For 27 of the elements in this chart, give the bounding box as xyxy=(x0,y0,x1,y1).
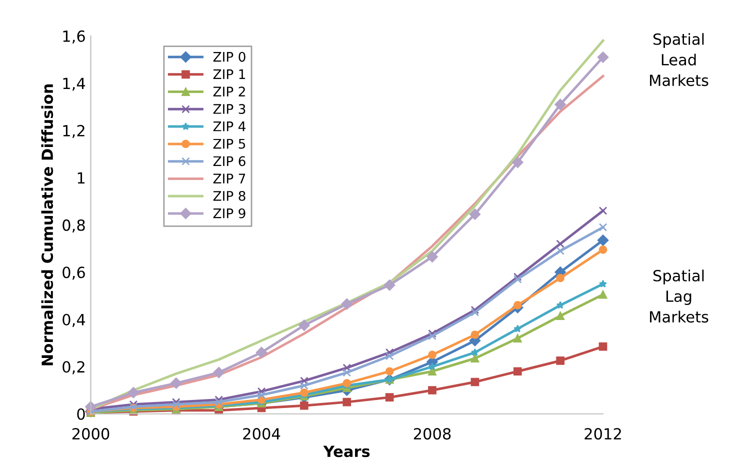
x-tick-label: 2008 xyxy=(414,428,451,440)
y-tick-label: 1,4 xyxy=(63,78,86,91)
x-axis-title: Years xyxy=(323,446,370,458)
y-tick-label: 0,6 xyxy=(62,266,85,280)
y-tick-label: 1 xyxy=(78,172,84,184)
x-tick-label: 2000 xyxy=(72,428,110,440)
y-tick-label: 1,6 xyxy=(63,30,85,44)
x-tick-label: 2004 xyxy=(243,428,280,440)
y-tick-label: 1,2 xyxy=(63,124,84,138)
legend-label: ZIP 2 xyxy=(213,86,245,96)
y-tick-label: 0,4 xyxy=(62,314,86,327)
text: Spatial Lag Markets xyxy=(650,270,708,323)
legend-label: ZIP 6 xyxy=(213,156,246,166)
legend-label: ZIP 1 xyxy=(213,69,246,80)
legend-label: ZIP 5 xyxy=(213,138,246,149)
legend-label: ZIP 4 xyxy=(213,122,246,132)
legend-label: ZIP 8 xyxy=(213,190,246,201)
y-tick-label: 0,2 xyxy=(62,361,84,374)
y-tick-label: 0 xyxy=(77,408,85,420)
x-tick-label: 2012 xyxy=(584,428,621,440)
y-tick-label: 0,8 xyxy=(62,219,85,232)
legend-label: ZIP 0 xyxy=(213,52,246,62)
y-axis-title: Normalized Cumulative Diffusion xyxy=(41,84,54,366)
text: Spatial Lead Markets xyxy=(650,33,708,86)
legend-label: ZIP 7 xyxy=(213,174,246,184)
legend-label: ZIP 9 xyxy=(213,208,246,218)
legend-label: ZIP 3 xyxy=(213,104,246,114)
